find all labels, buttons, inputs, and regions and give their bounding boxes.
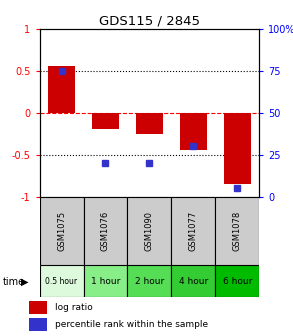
Bar: [84, 265, 127, 297]
Text: 2 hour: 2 hour: [135, 277, 164, 286]
Bar: [48, 67, 75, 113]
Text: 4 hour: 4 hour: [179, 277, 208, 286]
Text: GSM1075: GSM1075: [57, 211, 66, 251]
Bar: [127, 265, 171, 297]
Text: GSM1090: GSM1090: [145, 211, 154, 251]
Text: 6 hour: 6 hour: [223, 277, 252, 286]
Bar: [40, 265, 84, 297]
Title: GDS115 / 2845: GDS115 / 2845: [99, 14, 200, 28]
Text: GSM1078: GSM1078: [233, 211, 242, 251]
Bar: [171, 197, 215, 265]
Bar: [215, 197, 259, 265]
Bar: [180, 113, 207, 151]
Bar: [224, 113, 251, 184]
Bar: [215, 265, 259, 297]
Bar: [84, 197, 127, 265]
Bar: [136, 113, 163, 134]
Text: time: time: [3, 277, 25, 287]
Text: 0.5 hour: 0.5 hour: [45, 277, 78, 286]
Bar: [171, 265, 215, 297]
Bar: [29, 301, 47, 314]
Text: GSM1076: GSM1076: [101, 211, 110, 251]
Bar: [40, 197, 84, 265]
Bar: [29, 318, 47, 331]
Text: 1 hour: 1 hour: [91, 277, 120, 286]
Bar: [127, 197, 171, 265]
Text: ▶: ▶: [21, 277, 29, 287]
Bar: [92, 113, 119, 129]
Text: percentile rank within the sample: percentile rank within the sample: [55, 320, 208, 329]
Text: log ratio: log ratio: [55, 303, 93, 312]
Text: GSM1077: GSM1077: [189, 211, 198, 251]
